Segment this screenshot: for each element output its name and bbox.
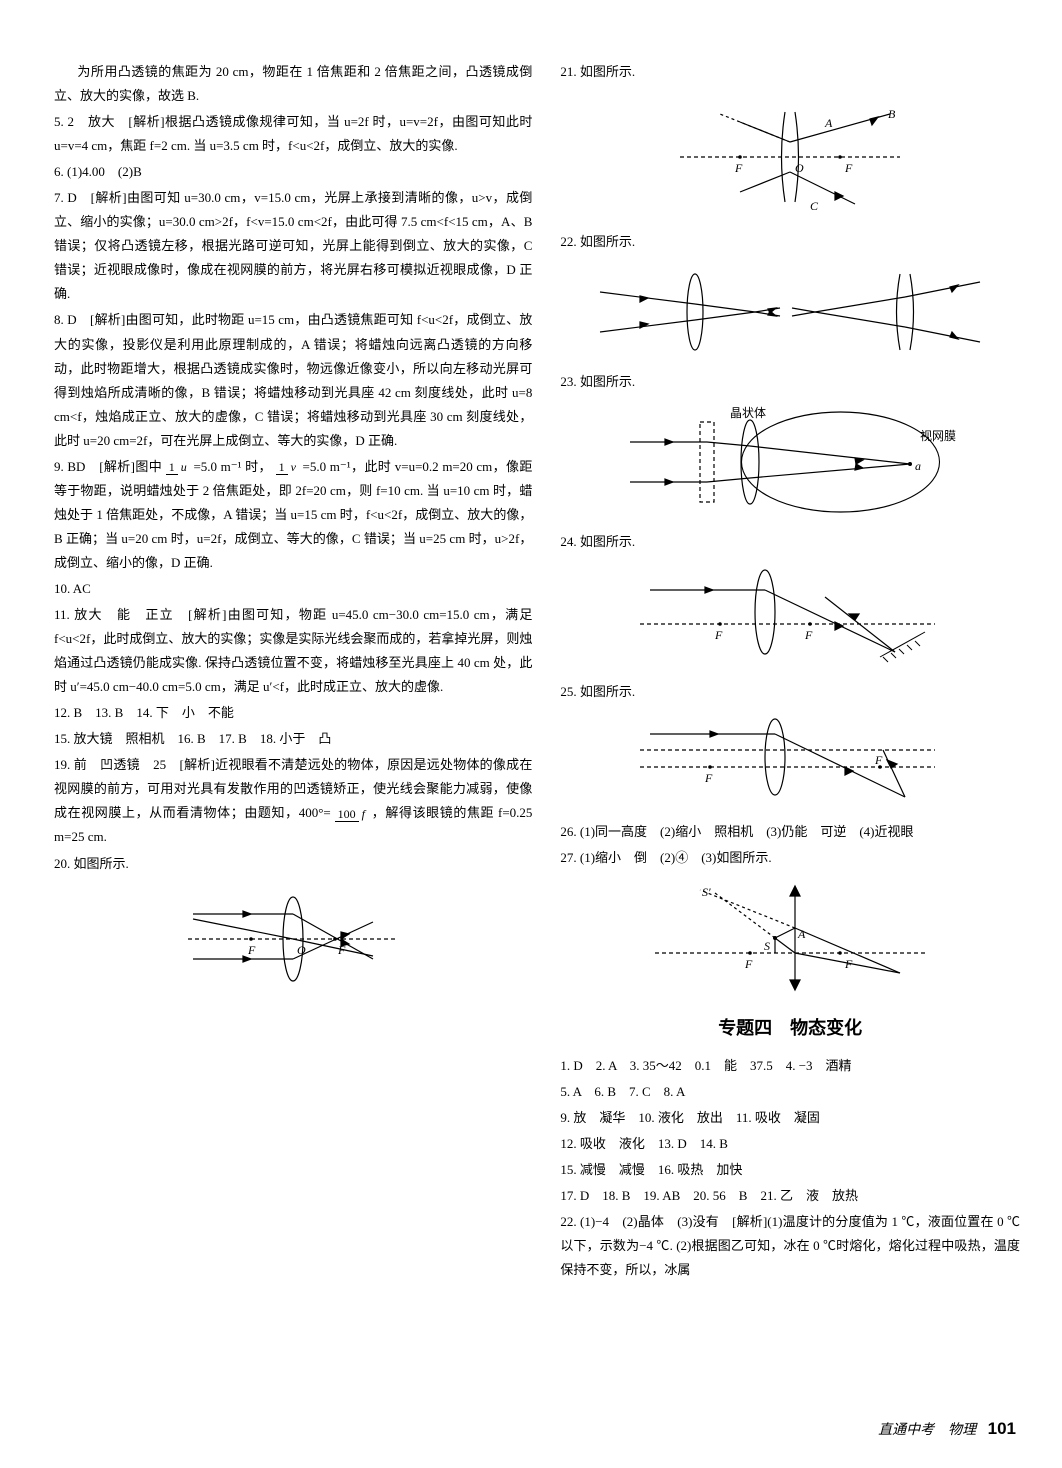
label-O: O — [297, 943, 306, 957]
label-F2: F — [804, 628, 813, 642]
answer-25: 25. 如图所示. — [560, 680, 1020, 704]
label-B: B — [888, 107, 896, 121]
answer-19: 19. 前 凹透镜 25 [解析]近视眼看不清楚远处的物体，原因是远处物体的像成… — [54, 753, 532, 849]
label-F2: F — [844, 957, 853, 971]
label-F1: F — [744, 957, 753, 971]
label-C: C — [810, 199, 819, 213]
answer-9-b: =5.0 m⁻¹ 时， — [193, 459, 271, 474]
section-title: 专题四 物态变化 — [560, 1012, 1020, 1045]
answer-22: 22. 如图所示. — [560, 230, 1020, 254]
answer-9: 9. BD [解析]图中 1u =5.0 m⁻¹ 时， 1v =5.0 m⁻¹，… — [54, 455, 532, 575]
sec4-answer-17-21: 17. D 18. B 19. AB 20. 56 B 21. 乙 液 放热 — [560, 1184, 1020, 1208]
right-column: 21. 如图所示. A B F O F C 22. 如图所示. — [560, 60, 1020, 1284]
answer-10: 10. AC — [54, 577, 532, 601]
diagram-20-icon: F O F — [173, 884, 413, 994]
sec4-answer-12-14: 12. 吸收 液化 13. D 14. B — [560, 1132, 1020, 1156]
answer-15-18: 15. 放大镜 照相机 16. B 17. B 18. 小于 凸 — [54, 727, 532, 751]
label-F2: F — [844, 161, 853, 175]
sec4-answer-1-4: 1. D 2. A 3. 35～42 0.1 能 37.5 4. −3 酒精 — [560, 1054, 1020, 1078]
diagram-24-icon: F F — [625, 562, 955, 672]
sec4-answer-22: 22. (1)−4 (2)晶体 (3)没有 [解析](1)温度计的分度值为 1 … — [560, 1210, 1020, 1282]
sec4-answer-5-8: 5. A 6. B 7. C 8. A — [560, 1080, 1020, 1104]
sec4-answer-15-16: 15. 减慢 减慢 16. 吸热 加快 — [560, 1158, 1020, 1182]
answer-9-c: =5.0 m⁻¹，此时 v=u=0.2 m=20 cm，像距等于物距，说明蜡烛处… — [54, 459, 532, 570]
answer-8: 8. D [解析]由图可知，此时物距 u=15 cm，由凸透镜焦距可知 f<u<… — [54, 308, 532, 452]
sec4-answer-9-11: 9. 放 凝华 10. 液化 放出 11. 吸收 凝固 — [560, 1106, 1020, 1130]
answer-11: 11. 放大 能 正立 [解析]由图可知，物距 u=45.0 cm−30.0 c… — [54, 603, 532, 699]
book-title: 直通中考 物理 — [878, 1423, 976, 1438]
diagram-21-icon: A B F O F C — [660, 92, 920, 222]
diagram-23-icon: 晶状体 视网膜 a — [610, 402, 970, 522]
label-F2: F — [874, 753, 883, 767]
fraction-1-over-u: 1u — [166, 461, 190, 474]
answer-24: 24. 如图所示. — [560, 530, 1020, 554]
label-F1: F — [714, 628, 723, 642]
page-footer: 直通中考 物理 101 — [878, 1413, 1016, 1444]
page-number: 101 — [988, 1419, 1016, 1438]
label-F2: F — [337, 943, 346, 957]
answer-continuation: 为所用凸透镜的焦距为 20 cm，物距在 1 倍焦距和 2 倍焦距之间，凸透镜成… — [54, 60, 532, 108]
answer-23: 23. 如图所示. — [560, 370, 1020, 394]
label-lens: 晶状体 — [730, 406, 766, 420]
left-column: 为所用凸透镜的焦距为 20 cm，物距在 1 倍焦距和 2 倍焦距之间，凸透镜成… — [54, 60, 532, 1284]
answer-5: 5. 2 放大 [解析]根据凸透镜成像规律可知，当 u=2f 时，u=v=2f，… — [54, 110, 532, 158]
label-retina: 视网膜 — [920, 428, 956, 443]
answer-27: 27. (1)缩小 倒 (2)④ (3)如图所示. — [560, 846, 1020, 870]
diagram-27-icon: S′ S A F F — [640, 878, 940, 998]
label-O: O — [795, 161, 804, 175]
answer-7: 7. D [解析]由图可知 u=30.0 cm，v=15.0 cm，光屏上承接到… — [54, 186, 532, 306]
answer-12-14: 12. B 13. B 14. 下 小 不能 — [54, 701, 532, 725]
label-S: S — [764, 939, 770, 953]
answer-26: 26. (1)同一高度 (2)缩小 照相机 (3)仍能 可逆 (4)近视眼 — [560, 820, 1020, 844]
label-A: A — [824, 116, 833, 130]
label-F1: F — [704, 771, 713, 785]
diagram-22-icon — [580, 262, 1000, 362]
answer-6: 6. (1)4.00 (2)B — [54, 160, 532, 184]
label-F: F — [247, 943, 256, 957]
diagram-25-icon: F F — [625, 712, 955, 812]
fraction-1-over-v: 1v — [276, 461, 299, 474]
label-a: a — [915, 459, 921, 473]
answer-9-a: 9. BD [解析]图中 — [54, 459, 162, 474]
answer-21: 21. 如图所示. — [560, 60, 1020, 84]
fraction-100-over-f: 100f — [335, 808, 368, 821]
label-A: A — [797, 927, 806, 941]
label-Sprime: S′ — [702, 885, 711, 899]
answer-20: 20. 如图所示. — [54, 852, 532, 876]
label-F1: F — [734, 161, 743, 175]
